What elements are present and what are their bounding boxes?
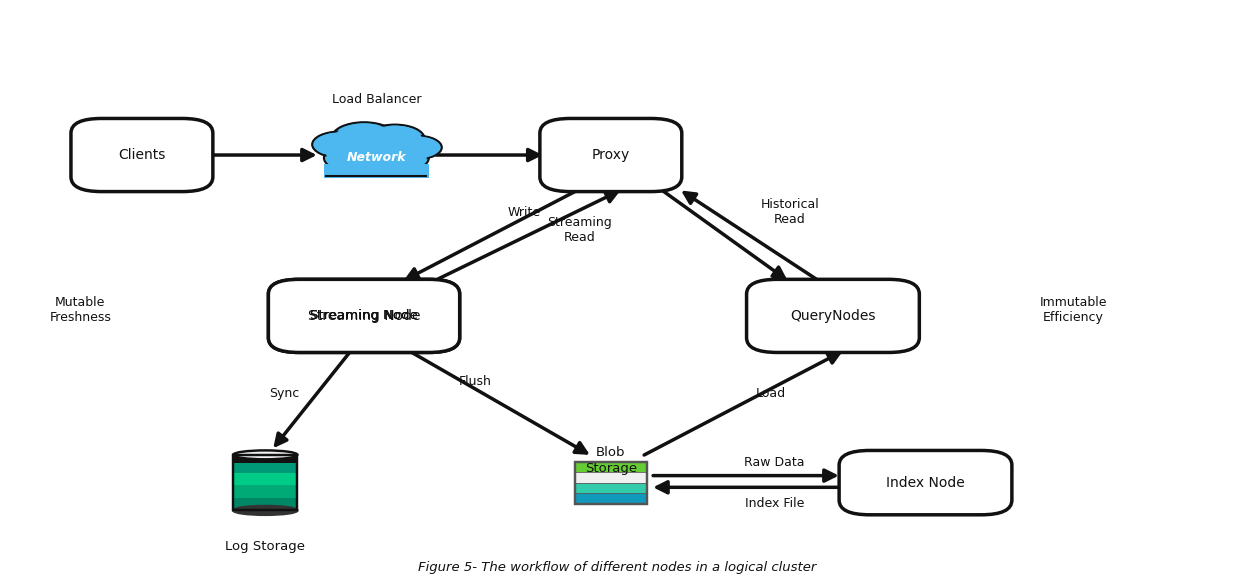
Text: Load: Load [756, 387, 786, 400]
Text: Streaming
Read: Streaming Read [548, 216, 612, 243]
Bar [575, 472, 647, 483]
Bar [233, 486, 297, 498]
Ellipse shape [326, 141, 427, 175]
Text: Write: Write [508, 205, 540, 219]
FancyBboxPatch shape [268, 280, 459, 352]
Text: Figure 5- The workflow of different nodes in a logical cluster: Figure 5- The workflow of different node… [418, 561, 816, 574]
Text: Flush: Flush [459, 375, 491, 388]
FancyBboxPatch shape [268, 280, 459, 352]
Bar [233, 473, 297, 486]
Text: Proxy: Proxy [592, 148, 629, 162]
Bar [575, 462, 647, 472]
Text: Immutable
Efficiency: Immutable Efficiency [1040, 296, 1107, 324]
FancyBboxPatch shape [747, 280, 919, 352]
Text: Network: Network [347, 151, 406, 164]
Text: Streaming Node: Streaming Node [310, 309, 418, 322]
FancyBboxPatch shape [839, 450, 1012, 515]
Ellipse shape [233, 506, 297, 515]
Circle shape [316, 133, 363, 156]
Text: Mutable
Freshness: Mutable Freshness [49, 296, 111, 324]
Text: Index File: Index File [744, 497, 805, 510]
Bar [233, 463, 297, 473]
Text: QueryNodes: QueryNodes [790, 309, 876, 323]
Ellipse shape [323, 140, 429, 176]
FancyBboxPatch shape [540, 118, 681, 192]
Bar [233, 455, 297, 510]
Text: Sync: Sync [269, 387, 299, 400]
Bar [575, 493, 647, 504]
Text: Historical
Read: Historical Read [760, 198, 819, 226]
FancyBboxPatch shape [70, 118, 212, 192]
Text: Storage: Storage [585, 462, 637, 475]
Bar [323, 164, 429, 178]
Text: Clients: Clients [118, 148, 165, 162]
Text: Load Balancer: Load Balancer [332, 93, 421, 106]
Circle shape [392, 136, 442, 159]
Ellipse shape [233, 450, 297, 459]
Text: Streaming Node: Streaming Node [307, 309, 421, 323]
Circle shape [395, 137, 439, 158]
Text: Index Node: Index Node [886, 476, 965, 490]
Bar [575, 483, 647, 493]
Bar [233, 455, 297, 510]
Text: Streaming Node: Streaming Node [310, 309, 418, 322]
Circle shape [365, 125, 424, 153]
Text: Log Storage: Log Storage [226, 539, 305, 553]
Circle shape [332, 122, 396, 153]
Bar [233, 498, 297, 510]
Circle shape [336, 124, 392, 151]
Circle shape [312, 132, 366, 157]
Bar [575, 462, 647, 504]
Text: Blob: Blob [596, 446, 626, 459]
Text: Raw Data: Raw Data [744, 456, 805, 469]
Circle shape [369, 126, 421, 151]
